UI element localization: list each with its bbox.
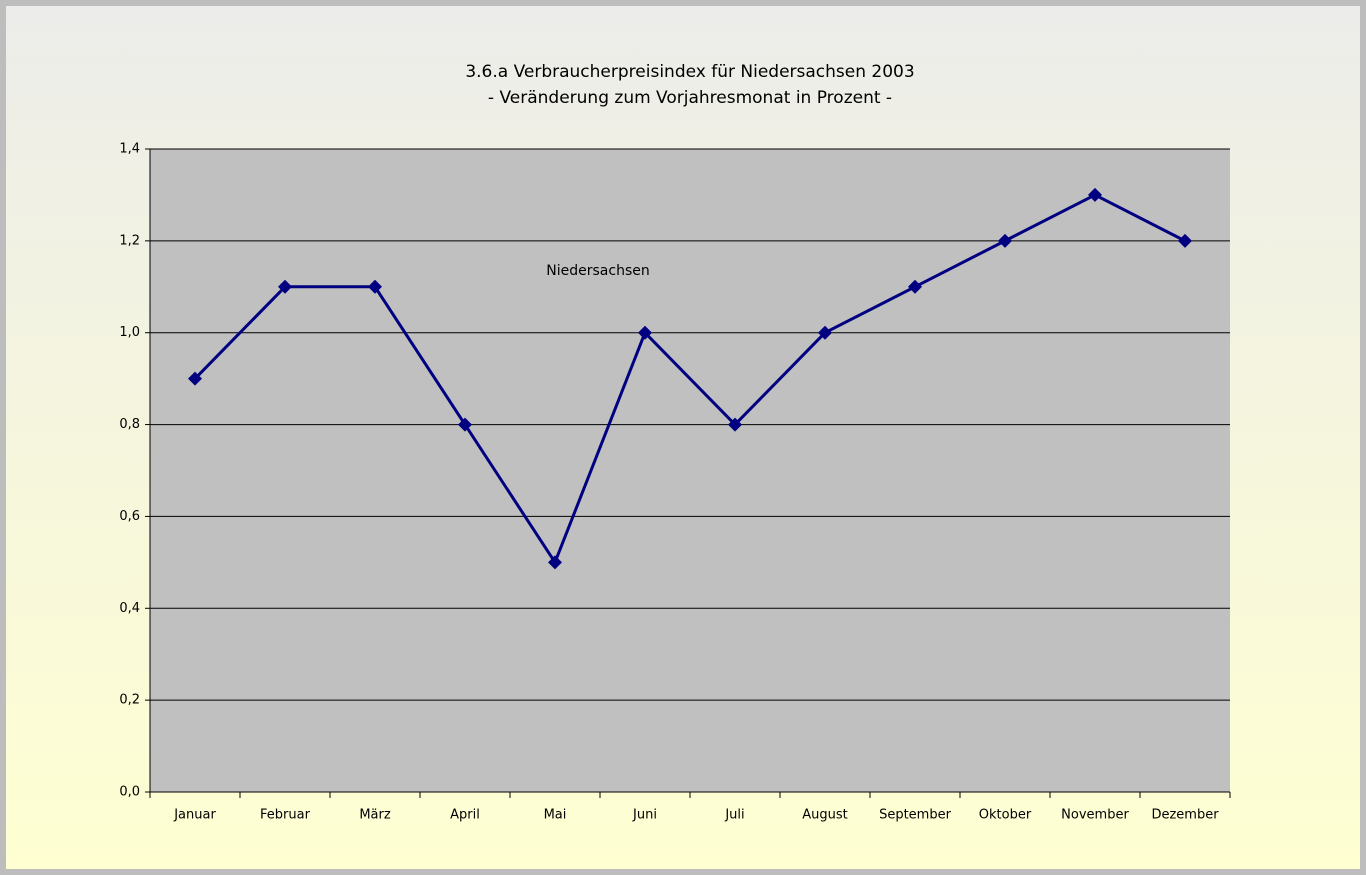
y-tick-label: 0,6 (119, 509, 140, 524)
chart-title: 3.6.a Verbraucherpreisindex für Niedersa… (465, 62, 914, 82)
y-tick-label: 1,0 (119, 325, 140, 340)
x-tick-label: Dezember (1151, 808, 1219, 823)
y-tick-label: 0,0 (119, 785, 140, 800)
x-tick-label: Januar (173, 808, 216, 823)
x-tick-label: Juni (632, 808, 657, 823)
y-tick-label: 0,8 (119, 417, 140, 432)
marker (1178, 233, 1192, 248)
marker (908, 279, 922, 294)
y-tick-label: 0,4 (119, 601, 140, 616)
x-tick-label: April (450, 808, 480, 823)
x-tick-label: März (359, 808, 391, 823)
plot-area (150, 149, 1230, 792)
marker (638, 325, 652, 340)
y-tick-label: 0,2 (119, 693, 140, 708)
marker (458, 417, 472, 432)
x-tick-label: August (802, 808, 848, 823)
x-tick-label: Oktober (979, 808, 1032, 823)
marker (728, 417, 742, 432)
x-tick-label: November (1061, 808, 1129, 823)
series-label: Niedersachsen (546, 263, 649, 279)
marker (278, 279, 292, 294)
y-tick-label: 1,4 (119, 142, 140, 157)
marker (188, 371, 202, 386)
marker (548, 555, 562, 570)
x-tick-label: Mai (544, 808, 567, 823)
x-tick-label: September (879, 808, 952, 823)
marker (368, 279, 382, 294)
series-line (193, 193, 1186, 564)
x-tick-label: Juli (724, 808, 744, 823)
chart-subtitle: - Veränderung zum Vorjahresmonat in Proz… (488, 88, 892, 108)
marker (998, 233, 1012, 248)
x-tick-label: Februar (260, 808, 311, 823)
marker (818, 325, 832, 340)
marker (1088, 187, 1102, 202)
y-tick-label: 1,2 (119, 233, 140, 248)
